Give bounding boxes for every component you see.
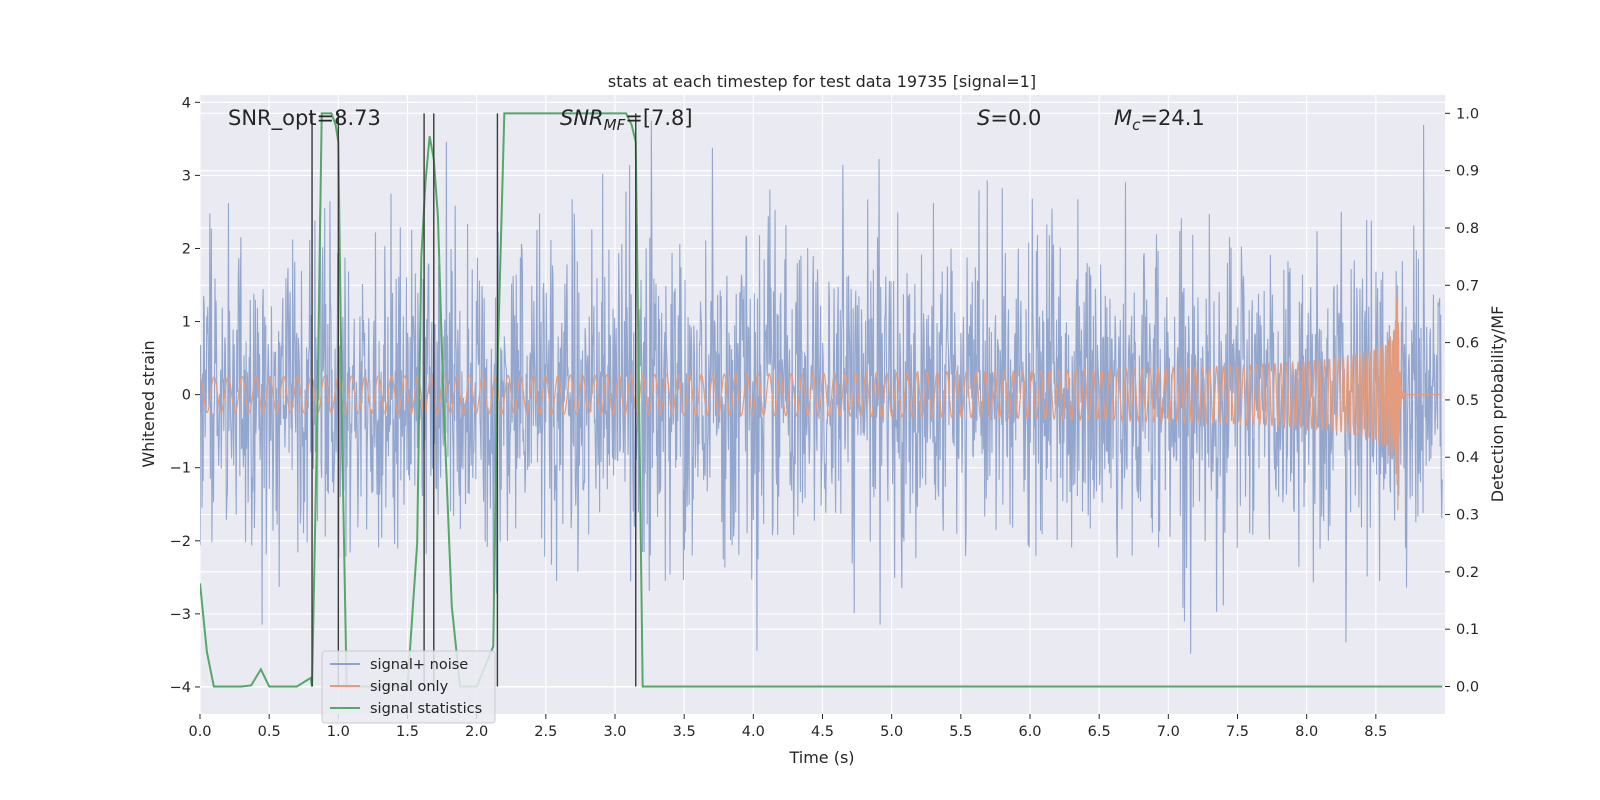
annotation-mc: Mc=24.1: [1114, 106, 1205, 134]
y-right-tick-label: 0.4: [1456, 450, 1479, 466]
y-left-tick-label: −3: [170, 607, 191, 623]
x-tick-label: 7.5: [1226, 724, 1249, 740]
y-right-tick-label: 0.9: [1456, 164, 1479, 180]
annotation-snr-opt: SNR_opt=8.73: [228, 106, 381, 131]
x-tick-label: 5.0: [880, 724, 903, 740]
signal-only-line: [200, 285, 1443, 511]
legend-box: [321, 650, 496, 724]
y-left-axis-ticks: 4 3 2 1 0 −1 −2 −3 −4: [170, 95, 200, 696]
x-axis-ticks: 0.0 0.5 1.0 1.5 2.0 2.5 3.0 3.5 4.0 4.5 5.0 5.5 6.0 6…: [188, 714, 1387, 740]
x-tick-label: 8.0: [1295, 724, 1318, 740]
y-right-tick-label: 0.6: [1456, 336, 1479, 352]
x-tick-label: 2.5: [534, 724, 557, 740]
x-axis-label: Time (s): [788, 748, 854, 767]
legend-label-signal-statistics: signal statistics: [370, 701, 482, 717]
signal-noise-series: [200, 120, 1443, 654]
x-tick-label: 0.5: [258, 724, 281, 740]
y-left-tick-label: −4: [170, 680, 191, 696]
y-left-tick-label: 2: [182, 241, 191, 257]
y-left-axis-label: Whitened strain: [139, 340, 158, 467]
y-left-tick-label: 0: [182, 388, 191, 404]
vertical-markers: [311, 113, 637, 687]
y-left-tick-label: 3: [182, 168, 191, 184]
annotation-snr-mf: SNRMF=[7.8]: [560, 106, 693, 134]
y-right-tick-label: 0.5: [1456, 393, 1479, 409]
y-right-tick-label: 1.0: [1456, 106, 1479, 122]
x-tick-label: 3.0: [603, 724, 626, 740]
y-right-tick-label: 0.0: [1456, 679, 1479, 695]
legend-label-signal-only: signal only: [370, 679, 449, 695]
legend-label-signal-noise: signal+ noise: [370, 657, 468, 673]
y-left-tick-label: 4: [182, 95, 191, 111]
x-tick-label: 0.0: [188, 724, 211, 740]
x-tick-label: 8.5: [1364, 724, 1387, 740]
x-tick-label: 1.0: [327, 724, 350, 740]
y-left-tick-label: −1: [170, 461, 191, 477]
y-right-tick-label: 0.1: [1456, 622, 1479, 638]
y-right-tick-label: 0.7: [1456, 278, 1479, 294]
y-right-axis-ticks: 1.0 0.9 0.8 0.7 0.6 0.5 0.4 0.3 0.2 0.1 0.0: [1445, 106, 1479, 695]
x-tick-label: 4.5: [811, 724, 834, 740]
x-tick-label: 1.5: [396, 724, 419, 740]
y-right-axis-label: Detection probability/MF: [1488, 306, 1507, 503]
x-tick-label: 4.0: [742, 724, 765, 740]
signal-statistics-line: [200, 112, 1443, 688]
x-tick-label: 6.0: [1018, 724, 1041, 740]
signal-noise-line: [200, 120, 1443, 654]
signal-statistics-series: [200, 112, 1443, 688]
y-right-tick-label: 0.3: [1456, 508, 1479, 524]
chart-title: stats at each timestep for test data 197…: [608, 72, 1036, 91]
x-tick-label: 6.5: [1088, 724, 1111, 740]
y-right-tick-label: 0.8: [1456, 221, 1479, 237]
x-tick-label: 7.0: [1157, 724, 1180, 740]
y-left-tick-label: 1: [182, 315, 191, 331]
x-tick-label: 3.5: [673, 724, 696, 740]
signal-only-series: [200, 285, 1443, 511]
x-tick-label: 2.0: [465, 724, 488, 740]
x-tick-label: 5.5: [949, 724, 972, 740]
annotation-s: S=0.0: [977, 106, 1041, 130]
legend: signal+ noise signal only signal statist…: [321, 650, 496, 724]
y-right-tick-label: 0.2: [1456, 565, 1479, 581]
y-left-tick-label: −2: [170, 534, 191, 550]
